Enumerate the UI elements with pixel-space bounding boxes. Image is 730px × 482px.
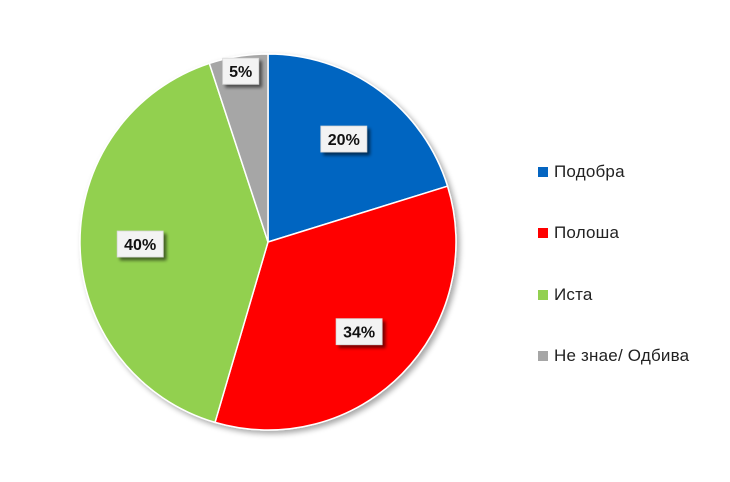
data-label-2: 40% xyxy=(116,230,164,258)
data-label-text: 5% xyxy=(229,64,252,81)
legend-item-podobra: Подобра xyxy=(538,162,625,182)
data-label-box xyxy=(335,318,383,346)
legend-label: Полоша xyxy=(554,223,620,242)
legend-swatch xyxy=(538,167,548,177)
data-label-3: 5% xyxy=(222,57,260,85)
pie-slice-2 xyxy=(79,62,269,424)
data-label-text: 40% xyxy=(124,237,156,254)
data-label-text: 34% xyxy=(343,325,375,342)
data-label-text: 20% xyxy=(328,132,360,149)
legend-item-polosha: Полоша xyxy=(538,223,619,243)
pie-slice-1 xyxy=(214,185,457,431)
data-label-box xyxy=(222,57,260,85)
legend-swatch xyxy=(538,290,548,300)
pie-slice-3 xyxy=(208,53,269,243)
data-label-0: 20% xyxy=(320,125,368,153)
legend-label: Подобра xyxy=(554,162,625,181)
data-label-box xyxy=(320,125,368,153)
data-label-1: 34% xyxy=(335,318,383,346)
legend-item-ne-znae: Не знае/ Одбива xyxy=(538,346,689,366)
legend-item-ista: Иста xyxy=(538,285,593,305)
legend-label: Иста xyxy=(554,285,593,304)
legend-label: Не знае/ Одбива xyxy=(554,346,690,365)
data-label-box xyxy=(116,230,164,258)
legend-swatch xyxy=(538,351,548,361)
legend-swatch xyxy=(538,228,548,238)
